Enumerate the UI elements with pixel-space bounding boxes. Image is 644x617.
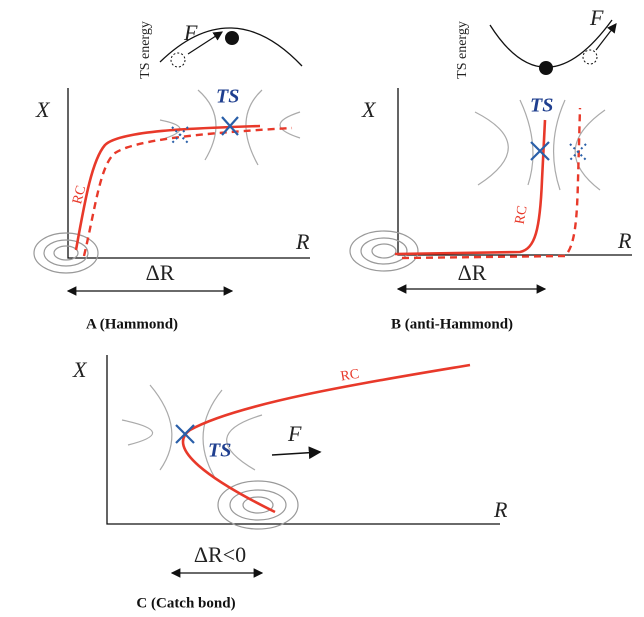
axes	[398, 88, 632, 255]
panel-label: B (anti-Hammond)	[391, 316, 513, 332]
ts-mark	[531, 142, 549, 160]
reaction-curve	[395, 120, 545, 254]
axes	[107, 355, 500, 524]
shifted-ts	[570, 144, 586, 160]
delta-label: ΔR<0	[194, 542, 246, 567]
shifted-curve	[84, 128, 292, 256]
panel-label: C (Catch bond)	[136, 595, 235, 611]
energy-label: TS energy	[138, 21, 153, 79]
curve-label: RC	[340, 367, 361, 385]
curve-label: RC	[513, 204, 531, 225]
reaction-curve	[76, 126, 260, 250]
ts-mark	[176, 425, 194, 443]
x-label: R	[617, 228, 632, 253]
y-label: X	[361, 97, 377, 122]
delta-label: ΔR	[146, 260, 175, 285]
ball-shifted	[583, 50, 597, 64]
curve-label: RC	[70, 184, 89, 206]
y-label: X	[72, 357, 88, 382]
ball	[225, 31, 239, 45]
x-label: R	[493, 497, 508, 522]
energy-label: TS energy	[455, 21, 470, 79]
well	[350, 231, 418, 271]
y-label: X	[35, 97, 51, 122]
panel-c: F X R RC TS ΔR<0 C (Catch bond)	[72, 355, 508, 611]
ts-label: TS	[530, 95, 553, 117]
force-label: F	[589, 5, 604, 30]
saddle	[122, 385, 262, 478]
figure: TS energy F X R RC TS ΔR A (Hammond) TS …	[0, 0, 644, 617]
force-label: F	[287, 421, 302, 446]
panel-label: A (Hammond)	[86, 316, 178, 332]
x-label: R	[295, 229, 310, 254]
panel-a: TS energy F X R RC TS ΔR A (Hammond)	[34, 20, 310, 332]
force-label: F	[183, 20, 198, 45]
ball-shifted	[171, 53, 185, 67]
ball	[539, 61, 553, 75]
panel-b: TS energy F X R RC TS ΔR B (anti-Hammond…	[350, 5, 632, 332]
delta-label: ΔR	[458, 260, 487, 285]
shifted-curve	[402, 108, 580, 258]
ts-label: TS	[216, 86, 239, 108]
force-arrow	[272, 452, 320, 455]
ts-label: TS	[208, 440, 231, 462]
